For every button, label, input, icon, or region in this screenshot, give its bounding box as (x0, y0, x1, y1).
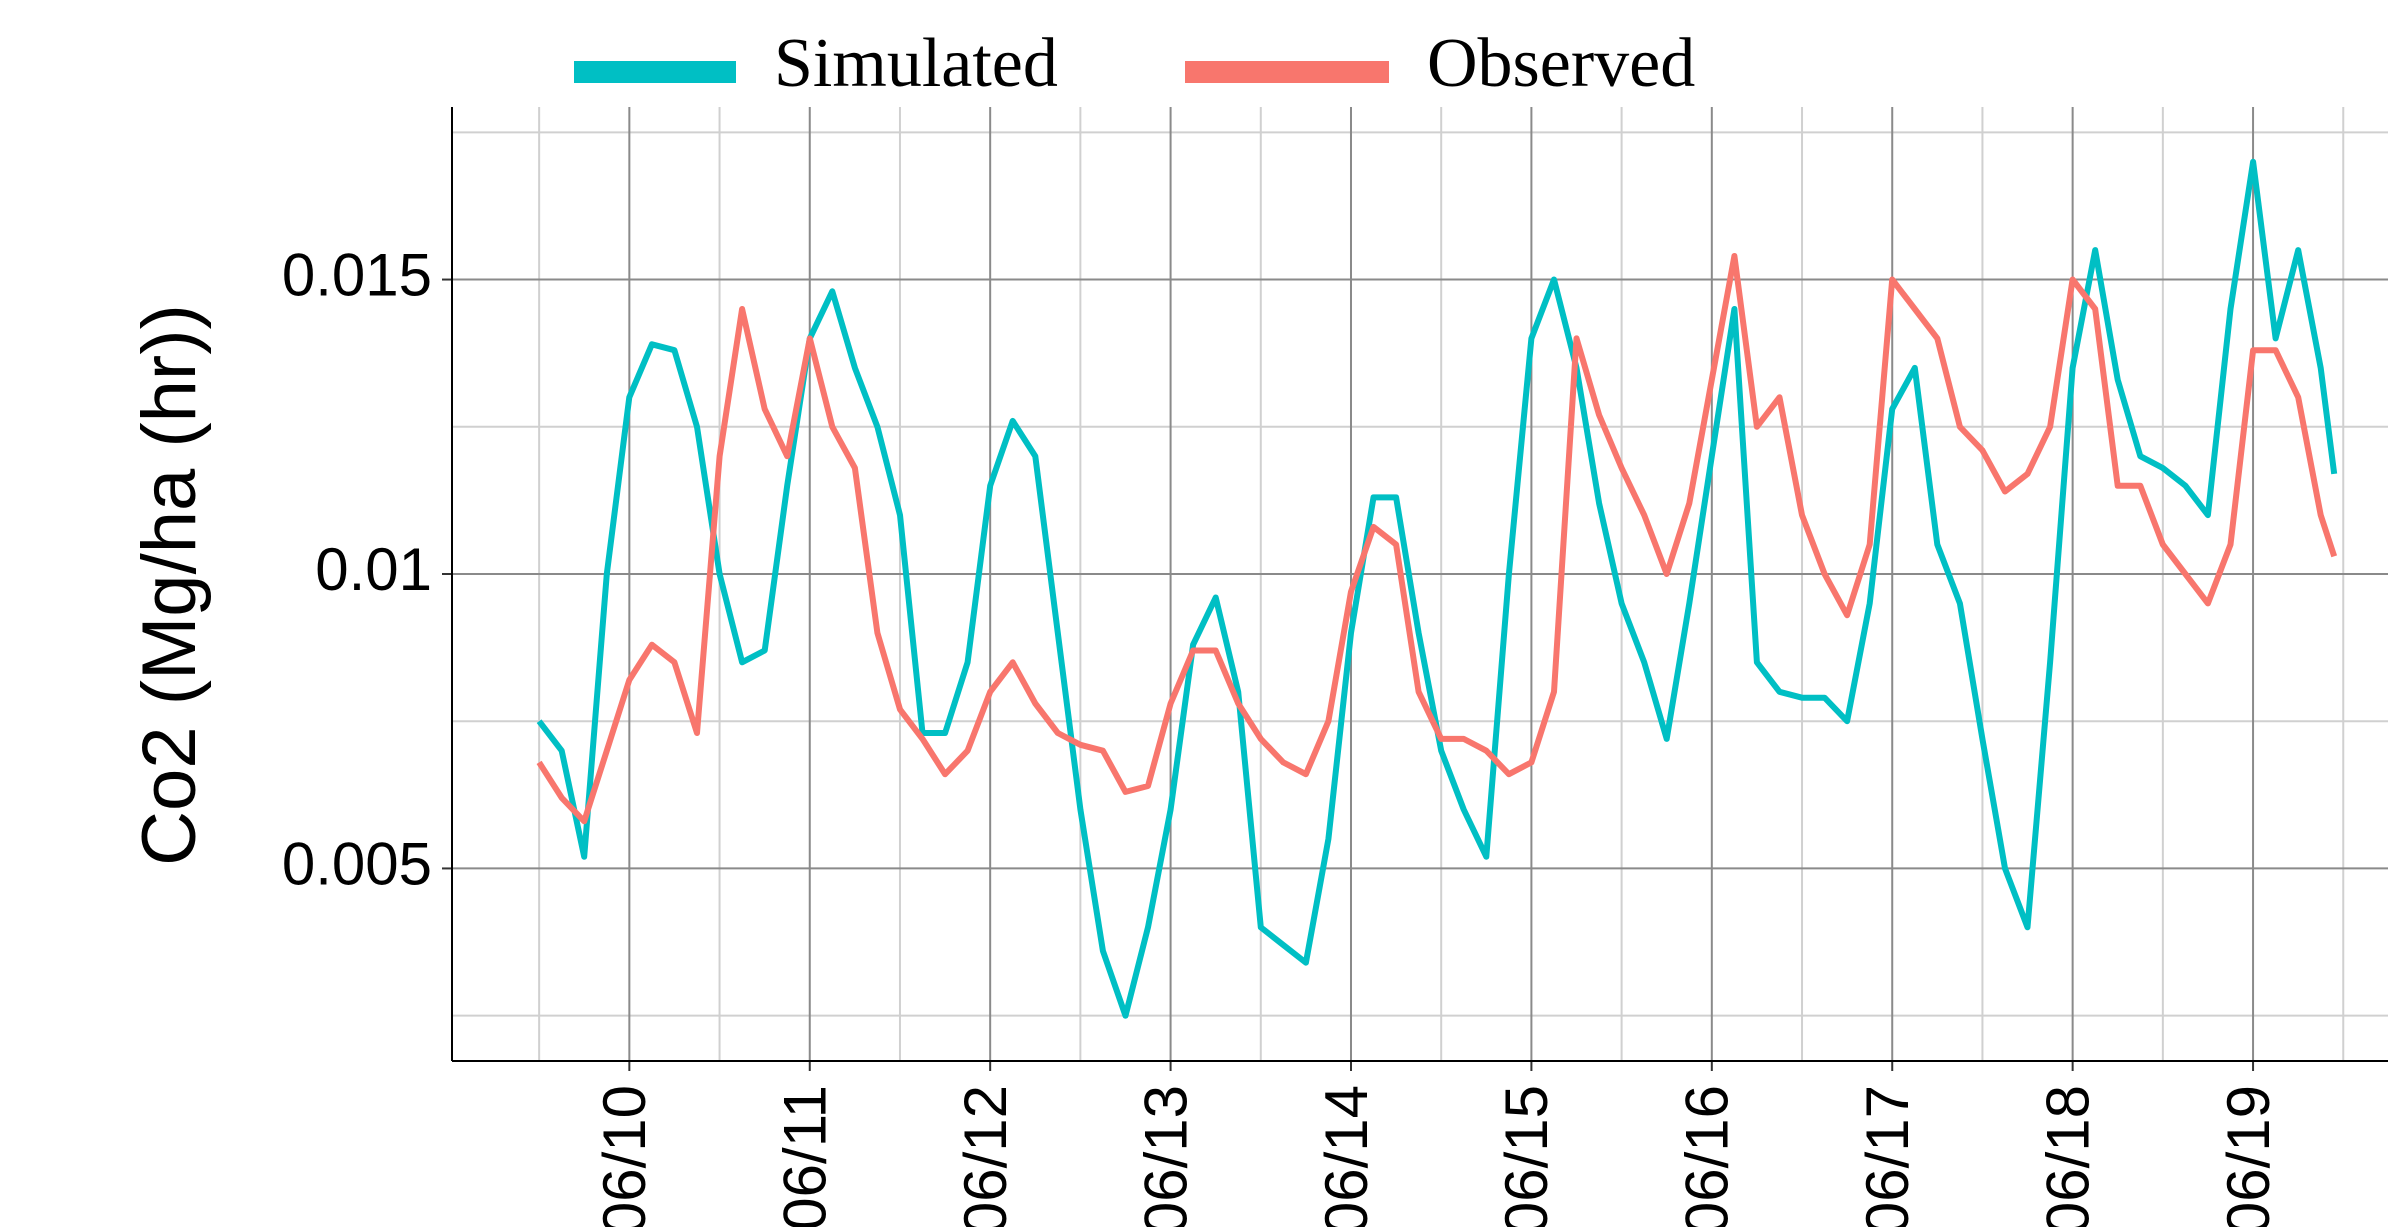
x-tick-label: 06/14 (1313, 1085, 1380, 1227)
y-tick-label: 0.005 (282, 830, 432, 897)
x-tick-label: 06/16 (1674, 1085, 1741, 1227)
x-tick-label: 06/19 (2215, 1085, 2282, 1227)
legend-label: Observed (1427, 25, 1695, 102)
x-tick-label: 06/11 (772, 1085, 839, 1227)
y-tick-label: 0.01 (315, 536, 432, 603)
x-tick-label: 06/12 (952, 1085, 1019, 1227)
y-tick-label: 0.015 (282, 241, 432, 308)
series-line (536, 158, 2338, 1019)
x-tick-label: 06/15 (1493, 1085, 1560, 1227)
x-tick-label: 06/13 (1132, 1085, 1199, 1227)
legend-label: Simulated (774, 25, 1058, 102)
x-tick-label: 06/18 (2034, 1085, 2101, 1227)
y-axis-title: Co2 (Mg/ha (hr)) (127, 304, 212, 866)
x-tick-label: 06/10 (591, 1085, 658, 1227)
x-tick-label: 06/17 (1854, 1085, 1921, 1227)
series-line (536, 253, 2338, 825)
